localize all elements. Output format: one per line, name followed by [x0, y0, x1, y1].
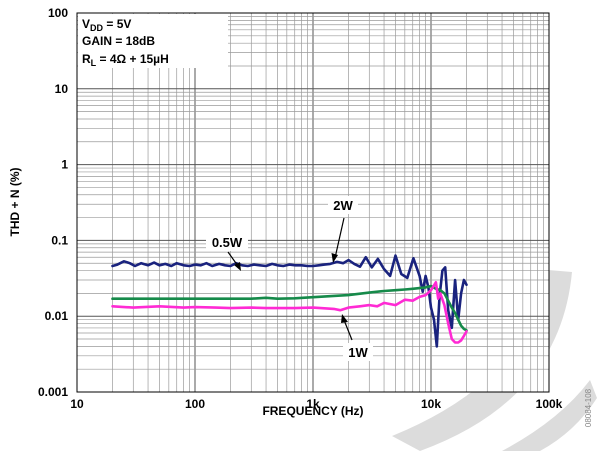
y-axis-title: THD + N (%) — [8, 167, 22, 236]
annotation-05w-arrowhead — [234, 262, 241, 271]
condition-vdd: VDD = 5V — [82, 17, 131, 33]
x-tick-label: 10k — [421, 397, 441, 411]
annotation-1w-arrow-line — [343, 319, 353, 341]
condition-gain: GAIN = 18dB — [82, 34, 155, 48]
annotation-1w-arrowhead — [341, 314, 348, 323]
x-tick-label: 100 — [185, 397, 205, 411]
series-line-2W-thdn — [111, 254, 468, 348]
y-tick-label: 0.1 — [51, 233, 68, 247]
annotation-1w-background — [343, 343, 373, 361]
annotation-1w: 1W — [341, 314, 373, 361]
plot-frame — [76, 12, 550, 393]
annotation-05w: 0.5W — [206, 233, 248, 271]
y-tick-label: 0.01 — [45, 309, 69, 323]
conditions-background — [78, 14, 228, 68]
annotation-05w-label: 0.5W — [212, 235, 243, 250]
conditions-box: VDD = 5V GAIN = 18dB RL = 4Ω + 15µH — [78, 14, 228, 68]
series-layer — [111, 254, 468, 348]
y-tick-label: 1 — [61, 158, 68, 172]
x-tick-label: 1k — [306, 397, 320, 411]
figure-id: 08084-108 — [584, 388, 593, 427]
y-tick-label: 100 — [48, 6, 68, 20]
annotation-2w: 2W — [328, 196, 358, 263]
condition-rl: RL = 4Ω + 15µH — [82, 52, 169, 68]
y-tick-label: 10 — [55, 82, 69, 96]
tick-labels: 10 100 1k 10k 100k 0.001 0.01 0.1 1 10 100 — [38, 6, 563, 411]
annotation-2w-arrow-line — [334, 217, 345, 259]
series-line-1W-thdn — [111, 281, 468, 344]
annotation-2w-label: 2W — [333, 198, 353, 213]
series-line-05W-thdn — [111, 284, 468, 332]
x-axis-title: FREQUENCY (Hz) — [262, 404, 363, 418]
annotation-05w-background — [206, 233, 248, 251]
y-tick-label: 0.001 — [38, 385, 68, 399]
annotation-2w-background — [328, 196, 358, 214]
x-tick-label: 100k — [536, 397, 563, 411]
annotation-05w-arrow-line — [227, 251, 239, 267]
x-tick-label: 10 — [70, 397, 84, 411]
annotation-2w-arrowhead — [331, 253, 338, 263]
annotation-1w-label: 1W — [348, 345, 368, 360]
